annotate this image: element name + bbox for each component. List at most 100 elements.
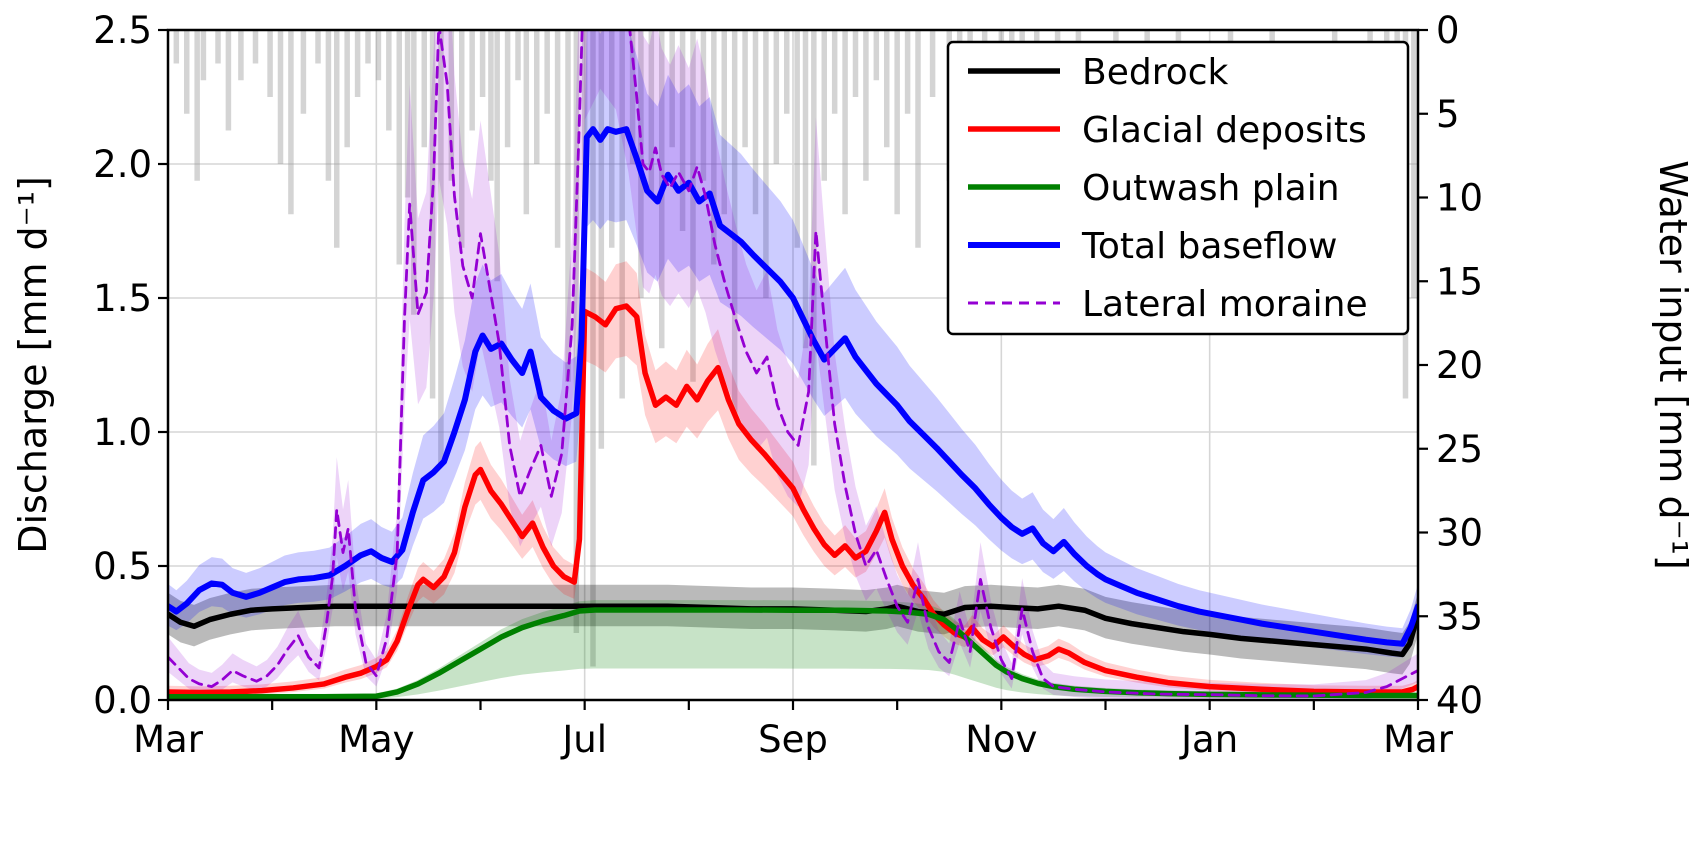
water-input-bar [494, 30, 500, 282]
series-lines-layer [168, 30, 1418, 700]
x-tick-label: Sep [758, 718, 828, 761]
water-input-bar [184, 30, 190, 114]
legend-label-bedrock: Bedrock [1082, 52, 1229, 93]
water-input-bar [929, 30, 936, 97]
y-left-tick-label: 0.5 [93, 545, 152, 588]
series-line-lateral-moraine [168, 30, 1418, 698]
water-input-bar [515, 30, 521, 81]
y-left-tick-label: 1.5 [93, 277, 152, 320]
water-input-bar [375, 30, 382, 81]
x-tick-label: Jan [1179, 718, 1238, 761]
water-input-bar [831, 30, 838, 114]
water-input-bar [904, 30, 911, 114]
water-input-bar [742, 30, 748, 148]
water-input-bar [619, 30, 625, 399]
water-input-bar [396, 30, 402, 265]
y-axis-label-left: Discharge [mm d⁻¹] [11, 176, 55, 554]
y-left-tick-label: 0.0 [93, 679, 152, 722]
legend-label-total-baseflow: Total baseflow [1081, 226, 1337, 267]
water-input-bar [277, 30, 284, 164]
water-input-bar [700, 30, 707, 181]
legend: Bedrock Glacial deposits Outwash plain Tota… [946, 40, 1410, 336]
x-tick-label: May [338, 718, 415, 761]
band-outwash-plain [168, 600, 1418, 699]
water-input-bar [252, 30, 259, 64]
water-input-bar [894, 30, 900, 215]
water-input-bar [411, 30, 417, 315]
water-input-bar [365, 30, 371, 64]
water-input-bar [267, 30, 273, 97]
water-input-bar [711, 30, 717, 265]
water-input-bar [1411, 30, 1417, 298]
y-right-tick-label: 30 [1436, 512, 1483, 555]
water-input-bar [554, 30, 561, 248]
water-input-bar [238, 30, 244, 81]
water-input-bar [504, 30, 511, 148]
water-input-bar [225, 30, 232, 131]
water-input-bar [215, 30, 221, 64]
water-input-bar [488, 30, 494, 181]
water-input-bar [863, 30, 869, 181]
water-input-bar [479, 30, 486, 97]
water-input-bar [763, 30, 769, 298]
water-input-bar [459, 30, 465, 248]
water-input-bar [721, 30, 727, 215]
water-input-bar [752, 30, 759, 215]
water-input-bar [598, 30, 605, 449]
x-tick-label: Mar [1383, 718, 1454, 761]
y-left-tick-label: 1.0 [93, 411, 152, 454]
water-input-bar [811, 30, 817, 466]
water-input-bar [669, 30, 675, 148]
water-input-bar [429, 30, 436, 399]
water-input-bar [852, 30, 859, 97]
band-glacial-deposits [168, 261, 1418, 697]
y-right-tick-label: 20 [1436, 344, 1483, 387]
water-input-bar [573, 30, 580, 633]
water-input-bar [565, 30, 571, 382]
y-right-tick-label: 15 [1436, 260, 1483, 303]
water-input-bar [344, 30, 350, 148]
water-input-bar [544, 30, 550, 114]
legend-label-glacial-deposits: Glacial deposits [1082, 110, 1367, 151]
y-right-tick-label: 5 [1436, 93, 1460, 136]
y-right-tick-label: 40 [1436, 679, 1483, 722]
y-right-tick-label: 10 [1436, 177, 1483, 220]
y-right-tick-label: 35 [1436, 595, 1483, 638]
water-input-bar [648, 30, 655, 198]
y-right-tick-label: 0 [1436, 9, 1460, 52]
water-input-bar [288, 30, 294, 215]
water-input-bar [173, 30, 180, 64]
legend-label-outwash-plain: Outwash plain [1082, 168, 1340, 209]
series-line-total-baseflow [168, 126, 1418, 647]
water-input-bar [794, 30, 800, 248]
water-input-bar [448, 30, 455, 181]
water-input-bar [679, 30, 686, 231]
water-input-bar [731, 30, 738, 416]
series-line-outwash-plain [168, 607, 1418, 700]
water-input-bar [194, 30, 200, 181]
axes-layer [158, 28, 1428, 710]
water-input-bar [873, 30, 880, 81]
water-input-bar [590, 30, 596, 667]
y-right-tick-label: 25 [1436, 428, 1483, 471]
water-input-bar [884, 30, 890, 148]
y-left-tick-label: 2.0 [93, 143, 152, 186]
water-input-bar [200, 30, 207, 81]
water-input-bar [609, 30, 615, 248]
water-input-bar [534, 30, 540, 164]
series-line-glacial-deposits [168, 303, 1418, 696]
water-input-bar [842, 30, 848, 215]
water-input-bar [334, 30, 340, 248]
legend-label-lateral-moraine: Lateral moraine [1082, 284, 1368, 325]
water-input-bar [784, 30, 790, 114]
water-input-bar [469, 30, 475, 131]
water-input-bar [315, 30, 321, 64]
series-line-bedrock [168, 603, 1418, 658]
x-tick-label: Mar [133, 718, 204, 761]
legend-box [946, 40, 1410, 336]
water-input-bar [386, 30, 392, 131]
water-input-bar [821, 30, 827, 181]
band-total-baseflow [168, 30, 1418, 658]
